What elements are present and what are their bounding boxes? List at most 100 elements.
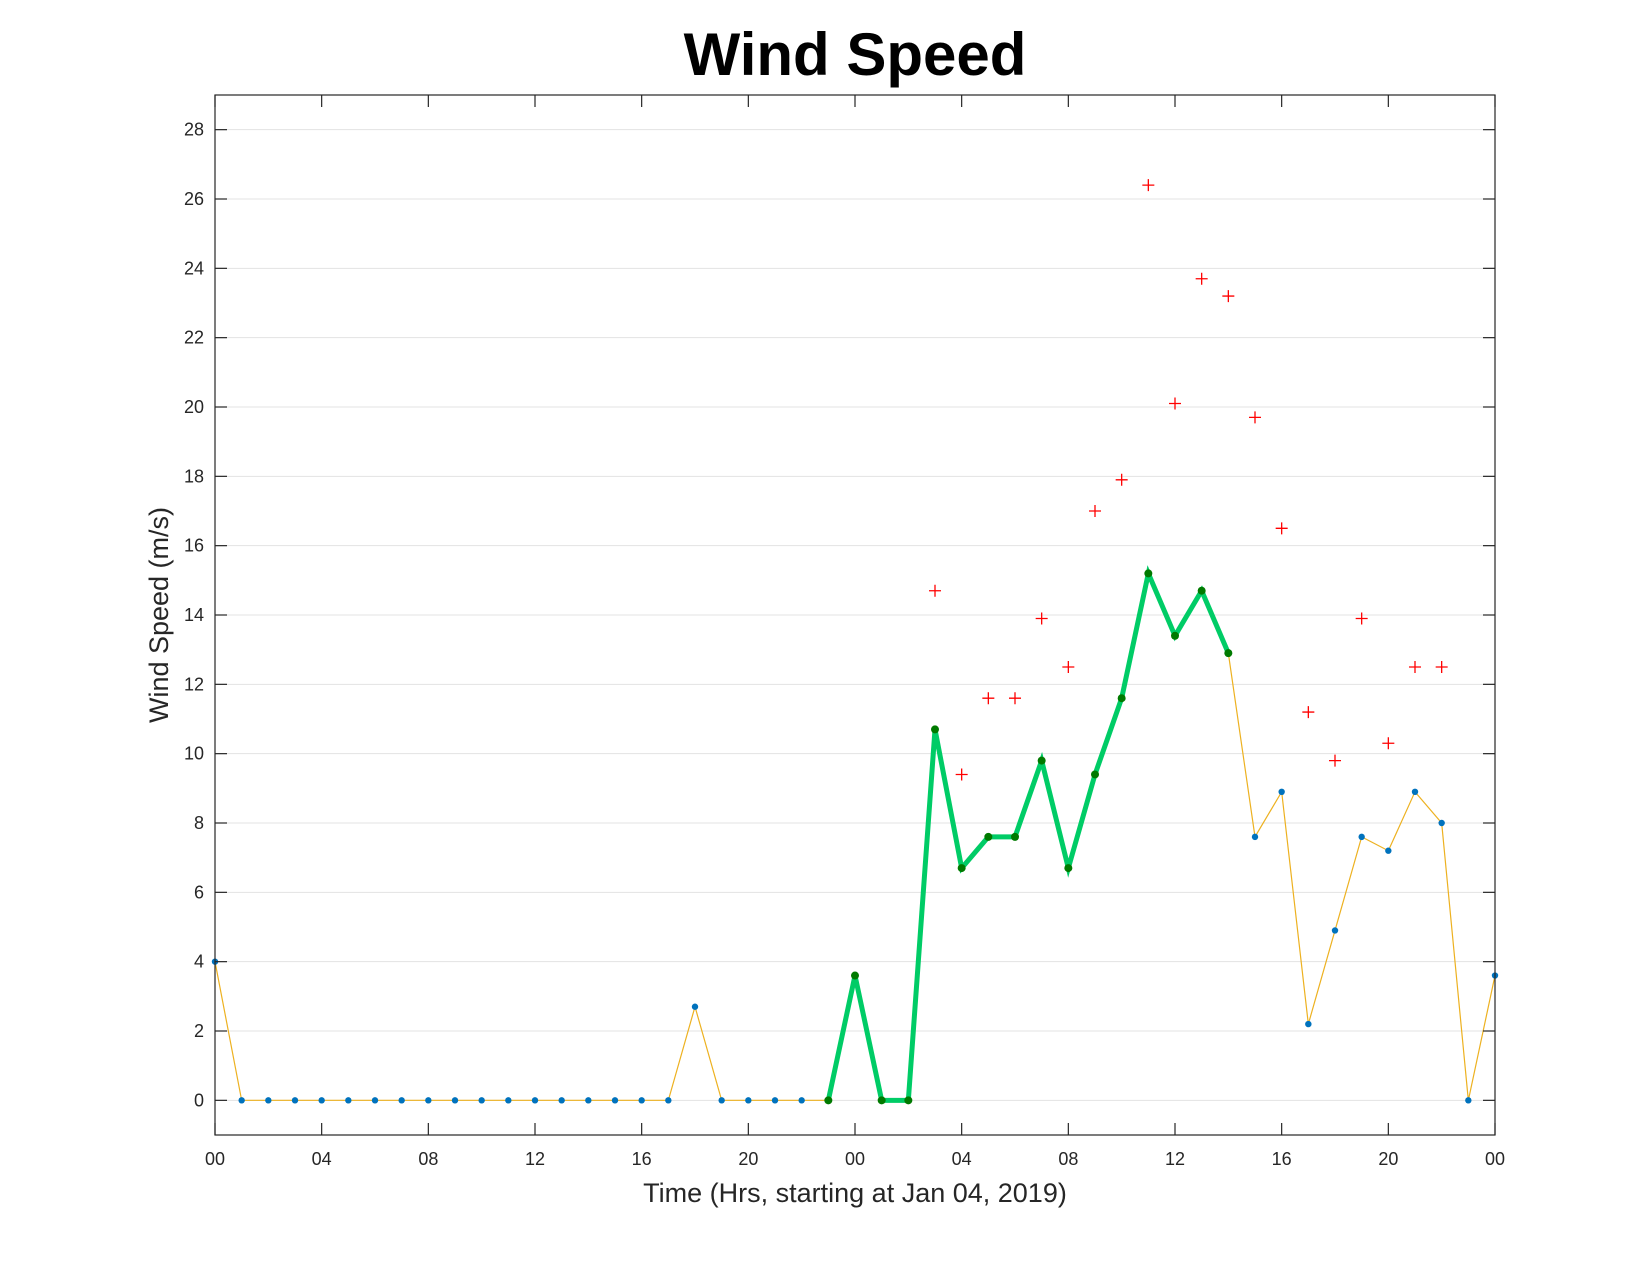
y-axis-label: Wind Speed (m/s) xyxy=(144,507,174,723)
data-point-plus xyxy=(1062,661,1075,673)
data-point-plus xyxy=(1035,612,1048,625)
series-line xyxy=(825,565,1231,1103)
data-point xyxy=(1117,694,1126,703)
data-point xyxy=(371,1097,379,1104)
y-tick-label: 18 xyxy=(184,466,204,486)
data-point xyxy=(1438,819,1445,827)
data-point xyxy=(877,1096,886,1105)
data-point xyxy=(1037,756,1046,765)
y-tick-label: 10 xyxy=(184,744,204,764)
data-point xyxy=(665,1097,672,1104)
x-tick-label: 08 xyxy=(1058,1149,1078,1169)
data-point xyxy=(291,1097,299,1104)
x-tick-label: 12 xyxy=(1165,1149,1185,1169)
data-point xyxy=(1305,1020,1312,1028)
data-point-plus xyxy=(1409,661,1421,673)
data-point-plus xyxy=(1222,290,1235,303)
data-point xyxy=(1411,788,1419,795)
y-tick-label: 22 xyxy=(184,328,204,348)
data-point-plus xyxy=(1089,505,1101,517)
data-point xyxy=(425,1097,432,1104)
data-point xyxy=(745,1097,752,1104)
data-point xyxy=(931,725,939,734)
y-tick-label: 16 xyxy=(184,536,204,556)
data-point xyxy=(1091,770,1099,779)
x-tick-label: 12 xyxy=(525,1149,545,1169)
data-point xyxy=(558,1097,565,1104)
x-tick-label: 00 xyxy=(1485,1149,1505,1169)
y-tick-label: 28 xyxy=(184,120,204,140)
data-point xyxy=(1358,833,1365,841)
y-tick-label: 6 xyxy=(194,882,204,902)
data-point xyxy=(851,971,859,980)
y-tick-label: 12 xyxy=(184,674,204,694)
data-point xyxy=(265,1097,272,1104)
x-tick-label: 04 xyxy=(312,1149,332,1169)
data-point-plus xyxy=(1195,272,1208,285)
data-point-plus xyxy=(982,692,995,705)
data-point-plus xyxy=(1115,473,1128,486)
x-tick-label: 00 xyxy=(845,1149,865,1169)
data-point xyxy=(1385,847,1392,854)
data-point xyxy=(691,1003,699,1010)
data-point xyxy=(238,1097,245,1104)
data-point-plus xyxy=(1329,754,1341,767)
x-tick-label: 16 xyxy=(1272,1149,1292,1169)
data-point xyxy=(1171,631,1179,640)
y-tick-label: 4 xyxy=(194,952,204,972)
data-point xyxy=(1224,649,1233,658)
data-point xyxy=(345,1097,352,1104)
data-point xyxy=(1465,1097,1472,1104)
x-tick-label: 00 xyxy=(205,1149,225,1169)
data-point xyxy=(585,1097,592,1104)
series-plus-markers xyxy=(929,179,1448,781)
x-tick-label: 20 xyxy=(738,1149,758,1169)
grid xyxy=(215,129,1495,1101)
data-point-plus xyxy=(1435,661,1448,673)
data-point-plus xyxy=(1302,706,1315,719)
data-point-plus xyxy=(1142,179,1155,192)
data-point xyxy=(638,1097,645,1104)
data-point xyxy=(1064,864,1073,873)
y-tick-label: 26 xyxy=(184,189,204,209)
data-point xyxy=(957,864,966,873)
data-point xyxy=(718,1097,725,1104)
data-point-plus xyxy=(955,768,968,781)
data-point xyxy=(771,1097,779,1104)
y-tick-label: 24 xyxy=(184,258,204,278)
data-point xyxy=(318,1097,325,1104)
data-point-plus xyxy=(1275,522,1288,535)
y-tick-label: 14 xyxy=(184,605,204,625)
data-point xyxy=(1278,788,1285,795)
y-tick-label: 0 xyxy=(194,1090,204,1110)
y-tick-label: 20 xyxy=(184,397,204,417)
x-tick-label: 08 xyxy=(418,1149,438,1169)
data-point xyxy=(1144,569,1153,578)
data-point-plus xyxy=(929,584,941,597)
data-point xyxy=(478,1097,485,1104)
x-axis-label: Time (Hrs, starting at Jan 04, 2019) xyxy=(643,1178,1067,1208)
series xyxy=(211,179,1499,1105)
data-point xyxy=(1251,833,1259,841)
chart-title: Wind Speed xyxy=(684,21,1027,88)
data-point xyxy=(1011,832,1019,841)
data-point xyxy=(505,1097,512,1104)
data-point-plus xyxy=(1382,737,1395,750)
x-tick-label: 16 xyxy=(632,1149,652,1169)
y-tick-label: 2 xyxy=(194,1021,204,1041)
data-point xyxy=(531,1097,539,1104)
data-point xyxy=(824,1096,833,1105)
data-point xyxy=(798,1097,805,1104)
data-point xyxy=(398,1097,405,1104)
data-point xyxy=(1197,586,1206,595)
x-tick-label: 20 xyxy=(1378,1149,1398,1169)
data-point-plus xyxy=(1169,397,1181,410)
data-point xyxy=(984,832,993,841)
data-point xyxy=(1331,927,1339,934)
data-point xyxy=(451,1097,459,1104)
data-point-plus xyxy=(1249,411,1261,424)
series-thick-line-with-dots xyxy=(824,565,1233,1105)
data-point xyxy=(904,1096,913,1105)
